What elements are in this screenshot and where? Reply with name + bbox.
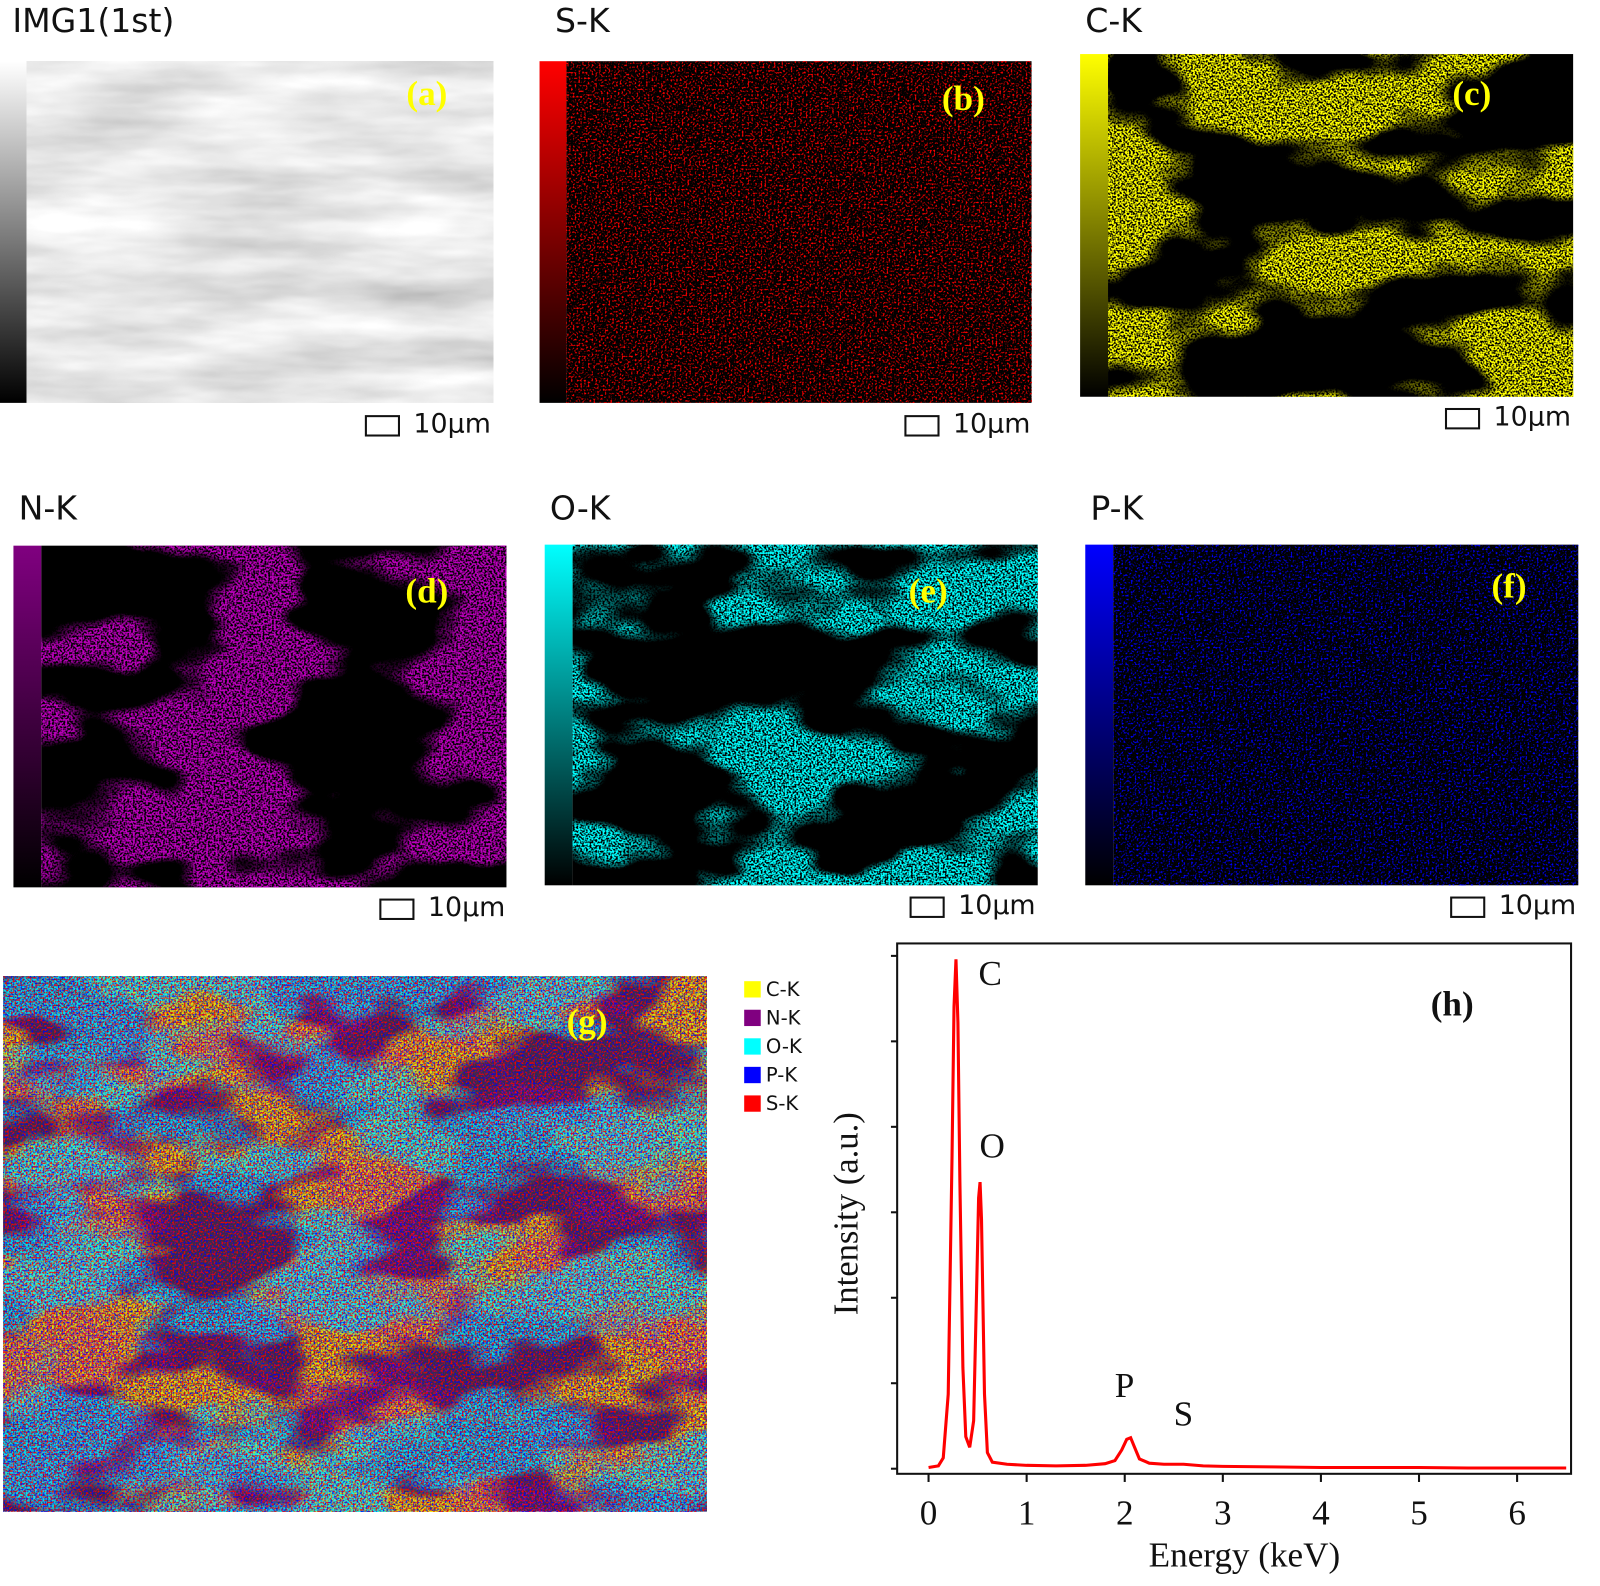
color-bar [13,545,42,888]
panel-label: (b) [942,79,985,118]
legend-swatch [744,1095,761,1112]
x-tick-label: 4 [1312,1494,1330,1533]
legend-label: N-K [766,1006,802,1029]
element-map [41,545,507,888]
color-bar [1085,544,1114,886]
scale-bar-text: 10µm [953,409,1030,440]
x-tick-label: 0 [920,1494,938,1533]
legend-label: O-K [766,1035,803,1058]
scale-bar [904,415,940,437]
x-tick-label: 5 [1410,1494,1428,1533]
legend-swatch [744,981,761,998]
legend-swatch [744,1009,761,1027]
panel-label: (f) [1491,567,1526,606]
scale-bar [1444,407,1481,430]
scale-bar-text: 10µm [958,890,1035,921]
panel-title: C-K [1085,2,1143,40]
panel-title: S-K [555,2,611,40]
scale-bar-text: 10µm [1499,890,1576,921]
peak-label: C [978,954,1001,993]
color-bar [1080,54,1109,397]
element-map [1113,544,1579,886]
scale-bar-text: 10µm [413,409,490,440]
legend-label: P-K [766,1064,799,1087]
panel-title: O-K [550,490,612,528]
legend-swatch [744,1038,761,1055]
color-bar [539,61,567,403]
legend-label: C-K [766,978,801,1001]
peak-label: P [1115,1366,1135,1405]
x-tick-label: 2 [1116,1494,1134,1533]
panel-title: IMG1(1st) [12,2,174,40]
sem-image [26,61,494,403]
legend-label: S-K [766,1092,800,1115]
panel-label: (c) [1452,74,1491,113]
peak-label: S [1174,1395,1194,1434]
panel-label: (g) [567,1002,608,1041]
scale-bar-text: 10µm [428,892,505,923]
element-map [566,61,1032,403]
x-tick-label: 6 [1508,1494,1526,1533]
panel-title: P-K [1090,490,1144,528]
x-axis-title: Energy (keV) [1149,1536,1341,1575]
panel-title: N-K [19,490,79,528]
y-axis-title: Intensity (a.u.) [826,1112,865,1315]
panel-label: (h) [1431,985,1474,1024]
panel-label: (a) [406,74,447,113]
plot-frame [896,942,1573,1475]
element-map [1108,54,1574,397]
overlay-layer [3,976,707,1512]
x-tick-label: 3 [1214,1494,1232,1533]
panel-label: (e) [909,572,948,611]
x-tick-label: 1 [1018,1494,1036,1533]
scale-bar [364,415,400,437]
scale-bar-text: 10µm [1494,402,1571,433]
panel-label: (d) [405,572,448,611]
element-map [572,544,1038,886]
color-bar [544,544,573,886]
color-bar [0,61,27,403]
legend-swatch [744,1066,761,1084]
scale-bar [1450,896,1486,918]
scale-bar [909,896,945,918]
spectrum-line [928,959,1567,1470]
peak-label: O [980,1127,1005,1166]
scale-bar [379,898,415,920]
